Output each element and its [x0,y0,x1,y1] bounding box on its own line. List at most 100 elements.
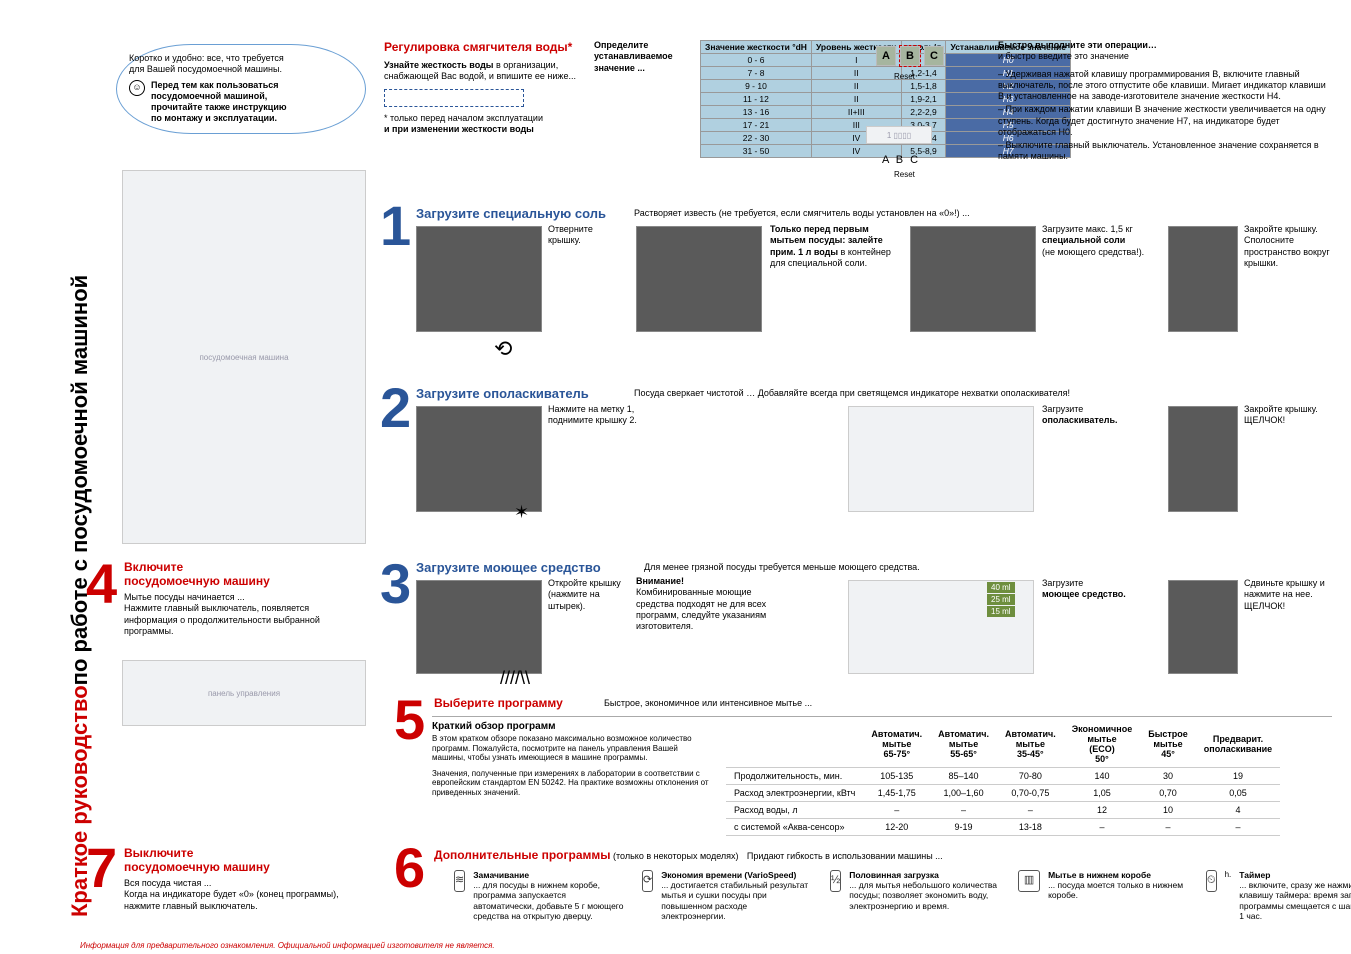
step2-subtitle: Посуда сверкает чистотой … Добавляйте вс… [634,388,1070,399]
feature-icon: ⏲ [1206,870,1217,892]
step2-title: Загрузите ополаскиватель [416,386,589,401]
footer-disclaimer: Информация для предварительного ознакомл… [80,941,495,950]
feature-item: ⏲h.Таймер... включите, сразу же нажмите … [1206,870,1351,921]
step7-number: 7 [86,840,117,896]
intro-l1: Коротко и удобно: все, что требуется [129,53,353,64]
prog-cell: 0,05 [1196,785,1280,802]
quick-q3: Выключите главный выключатель. Установле… [998,140,1319,161]
step1-photo-c [910,226,1036,332]
step1-subtitle: Растворяет известь (не требуется, если с… [634,208,970,219]
prog-row-label: с системой «Аква-сенсор» [726,819,863,836]
step4-block: Включите посудомоечную машину Мытье посу… [124,560,364,637]
step5-title: Выберите программу [434,696,563,710]
hardness-td: 17 - 21 [701,119,812,132]
prog-cell: 85–140 [930,768,997,785]
determine-label: Определите устанавливаемое значение ... [594,40,694,74]
hardness-td: 7 - 8 [701,67,812,80]
panel-c: C [924,46,944,66]
prog-cell: 12-20 [863,819,930,836]
quick-q2: При каждом нажатии клавиши B значение же… [998,104,1326,137]
feature-icon: ≋ [454,870,465,892]
step1-number: 1 [380,198,411,254]
prog-cell: 0,70 [1140,785,1196,802]
step7-block: Выключите посудомоечную машину Вся посуд… [124,846,374,912]
ml-40: 40 ml [987,582,1015,593]
prog-col: Экономичноемытье(ECO)50° [1064,721,1140,768]
step3-subtitle: Для менее грязной посуды требуется меньш… [644,562,920,573]
prog-cell: – [1196,819,1280,836]
intro-l3: Перед тем как пользоваться [151,80,287,91]
quick-title: Быстро выполните эти операции… [998,40,1328,51]
prog-cell: 1,45-1,75 [863,785,930,802]
dishwasher-illustration: посудомоечная машина [122,170,366,544]
panel-b: B [900,46,920,66]
prog-col: Автоматич.мытье65-75° [863,721,930,768]
feature-item: ≋Замачивание... для посуды в нижнем коро… [454,870,624,921]
control-panel-illustration: панель управления [122,660,366,726]
step1-photo-d [1168,226,1238,332]
step1-title: Загрузите специальную соль [416,206,606,221]
quick-ops: Быстро выполните эти операции… и быстро … [998,40,1328,163]
feature-name: Экономия времени (VarioSpeed) [661,870,812,880]
step1-b: Только перед первым мытьем посуды: залей… [770,224,900,269]
step3-b: Внимание!Комбинированные моющие средства… [636,576,786,632]
step4-l2: Нажмите главный выключатель, появляется … [124,603,364,637]
hardness-td: II+III [811,106,901,119]
feature-item: ▥Мытье в нижнем коробе... посуда моется … [1018,870,1188,921]
step6-subtitle: Придают гибкость в использовании машины … [747,851,943,861]
hardness-td: 9 - 10 [701,80,812,93]
step7-l2: Когда на индикаторе будет «0» (конец про… [124,889,374,912]
panel-reset-1: Reset [894,72,915,82]
prog-cell: 12 [1064,802,1140,819]
hardness-write-box[interactable] [384,89,524,107]
step3-ml-stack: 40 ml 25 ml 15 ml [987,582,1015,617]
sparkle-icon: ✶ [514,502,529,523]
hardness-th: Значение жесткости °dH [701,41,812,54]
step1-photo-a [416,226,542,332]
step2-photo-a [416,406,542,512]
panel-abc2-label: A B C [882,154,920,166]
hardness-td: 1,9-2,1 [901,93,946,106]
prog-col: Автоматич.мытье35-45° [997,721,1064,768]
prog-col: Автоматич.мытье55-65° [930,721,997,768]
prog-cell: 1,00–1,60 [930,785,997,802]
feature-icon: ½ [830,870,841,892]
hardness-td: 11 - 12 [701,93,812,106]
prog-cell: 140 [1064,768,1140,785]
step5-number: 5 [394,692,425,748]
step4-title2: посудомоечную машину [124,574,364,588]
feature-text: ... для посуды в нижнем коробе, программ… [473,880,624,921]
prog-cell: 10 [1140,802,1196,819]
intro-bubble: Коротко и удобно: все, что требуется для… [116,44,366,134]
page-vertical-title: Краткое руководство по работе с посудомо… [65,37,93,917]
step7-title2: посудомоечную машину [124,860,374,874]
step1-photo-b [636,226,762,332]
hardness-td: 13 - 16 [701,106,812,119]
softener-note2: и при изменении жесткости воды [384,124,684,135]
prog-cell: 105-135 [863,768,930,785]
prog-cell: – [1140,819,1196,836]
feature-name: Половинная загрузка [849,870,1000,880]
feature-item: ⟳ Экономия времени (VarioSpeed)... достиг… [642,870,812,921]
feature-icon: ⟳ [642,870,653,892]
feature-text: ... достигается стабильный результат мыт… [661,880,812,921]
overview-p2: Значения, полученные при измерениях в ла… [432,769,712,798]
step5-subtitle: Быстрое, экономичное или интенсивное мыт… [604,698,812,709]
hardness-td: II [811,67,901,80]
step3-c: Загрузитемоющее средство. [1042,578,1152,601]
step1-c: Загрузите макс. 1,5 кг специальной соли(… [1042,224,1162,258]
step6-title: Дополнительные программы (только в некот… [434,848,943,862]
step4-title1: Включите [124,560,364,574]
step4-l1: Мытье посуды начинается ... [124,592,364,603]
step2-c: Закройте крышку. ЩЕЛЧОК! [1244,404,1334,427]
prog-row-label: Продолжительность, мин. [726,768,863,785]
prog-row-label: Расход воды, л [726,802,863,819]
feature-name: Таймер [1239,870,1351,880]
quick-sub: и быстро введите это значение [998,51,1328,62]
hardness-td: 31 - 50 [701,145,812,158]
softener-l1c: в организации, [493,60,558,70]
program-table: Автоматич.мытье65-75°Автоматич.мытье55-6… [726,721,1280,836]
feature-name: Мытье в нижнем коробе [1048,870,1188,880]
step3-d: Сдвиньте крышку и нажмите на нее. ЩЕЛЧОК… [1244,578,1334,612]
overview-title: Краткий обзор программ [432,721,712,732]
